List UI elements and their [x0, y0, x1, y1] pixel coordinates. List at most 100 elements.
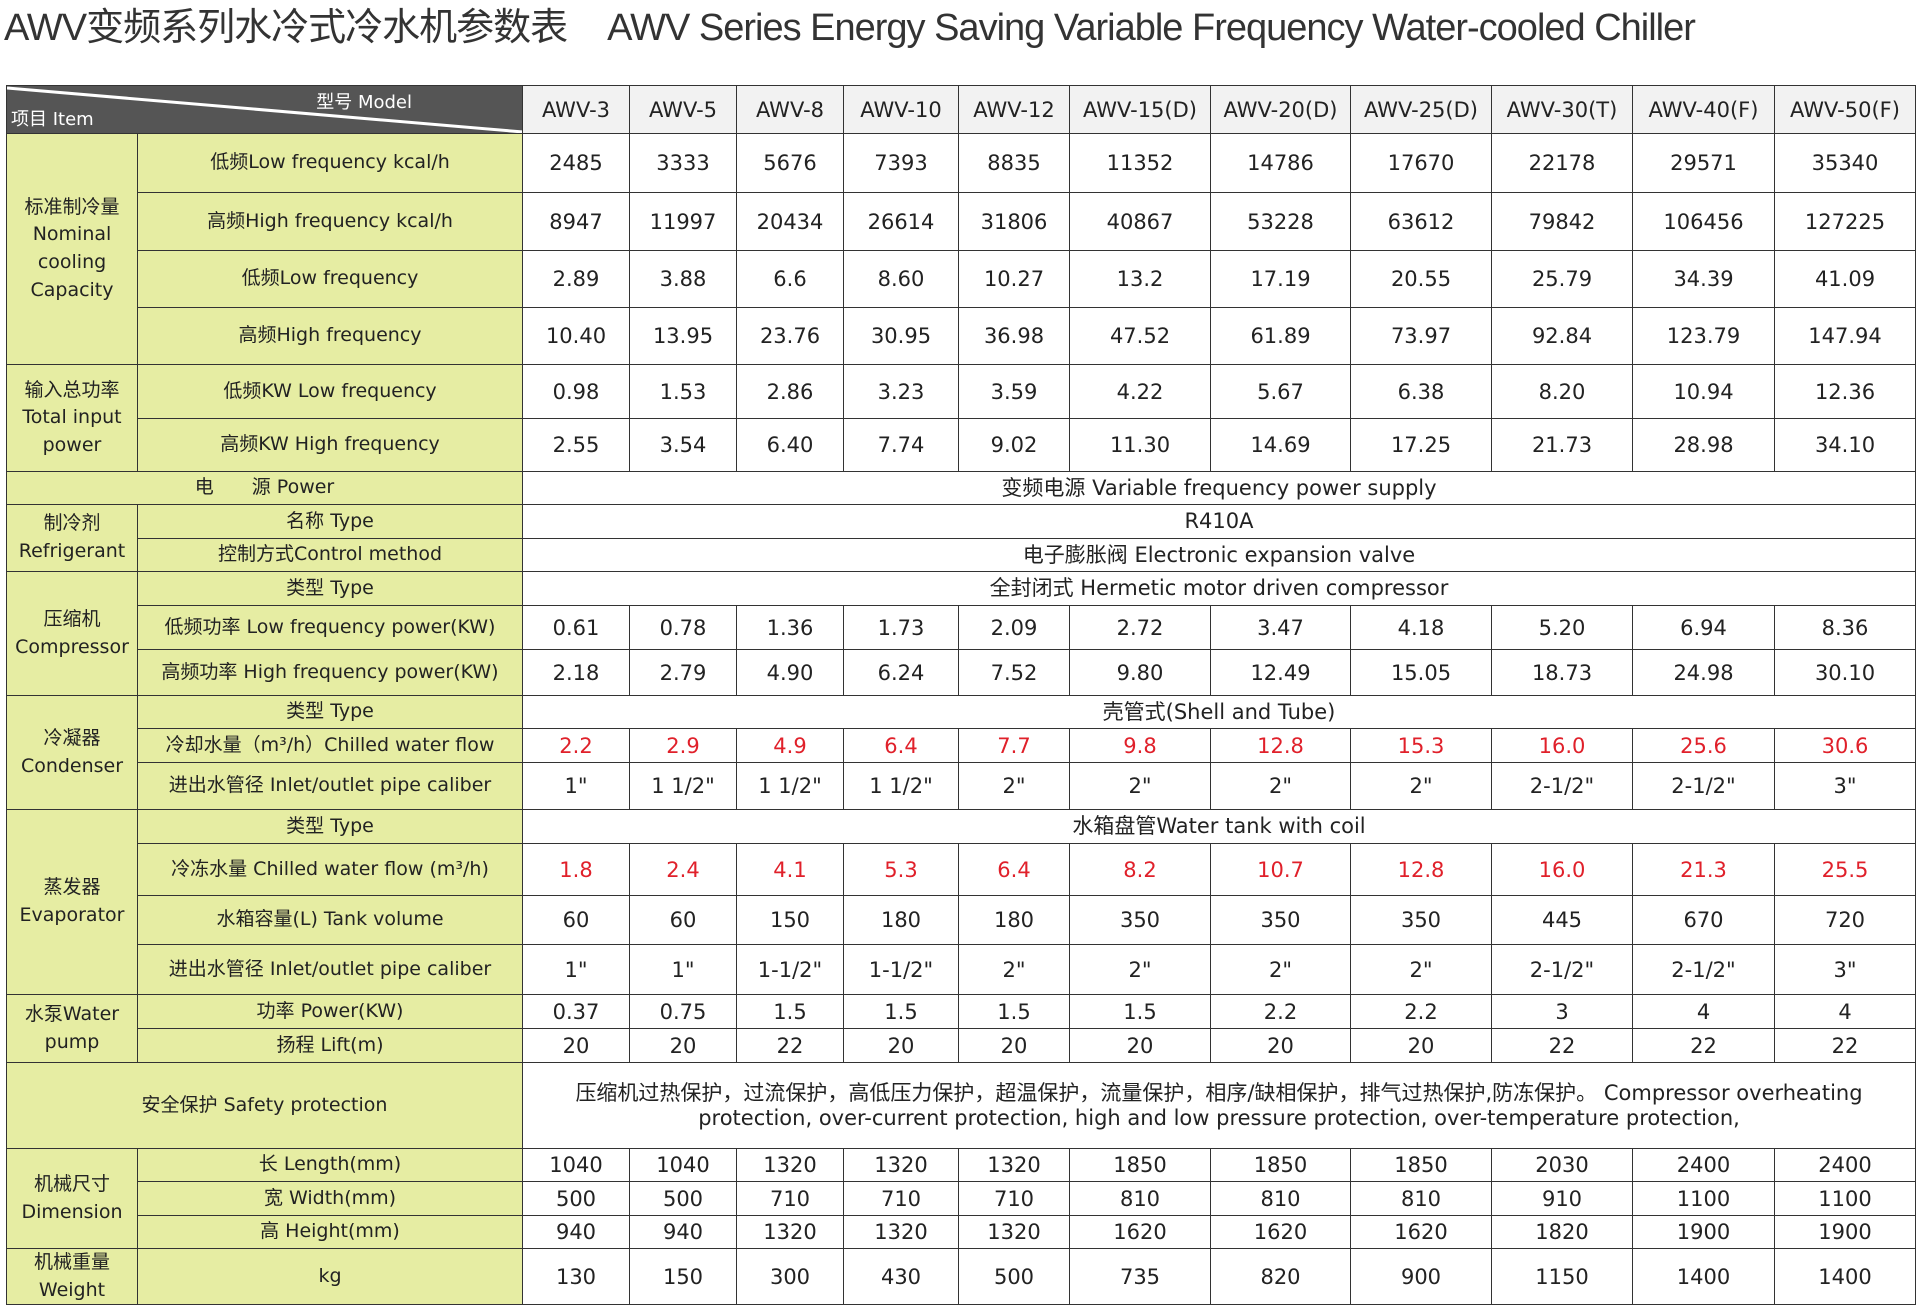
- cell-value: 17.25: [1350, 418, 1492, 472]
- cell-value: 14786: [1210, 133, 1351, 193]
- row-label: 低频KW Low frequency: [137, 364, 523, 419]
- cell-value: 61.89: [1210, 307, 1351, 365]
- table-row: 高 Height(mm) 940 940 1320 1320 1320 1620 1620 16…: [7, 1215, 1916, 1249]
- cell-value: 1620: [1210, 1215, 1351, 1249]
- table-row: 制冷剂 Refrigerant 名称 Type R410A: [6, 504, 1916, 572]
- cell-value: 820: [1210, 1247, 1351, 1305]
- header-row: 型号 Model 项目 Item AWV-3 AWV-5 AWV-8 AWV-10 AWV-…: [6, 85, 1916, 134]
- cell-value: 79842: [1491, 192, 1633, 251]
- cell-value: 1620: [1069, 1215, 1211, 1249]
- cell-value: 710: [843, 1181, 959, 1216]
- cell-value: 22: [1632, 1028, 1775, 1063]
- group-label: 制冷剂 Refrigerant: [6, 504, 138, 572]
- cell-value: 20: [1069, 1028, 1211, 1063]
- cell-value: 11.30: [1069, 418, 1211, 472]
- cell-value: 2.72: [1069, 605, 1211, 650]
- cell-value: 8947: [522, 192, 630, 251]
- cell-value: 2": [1069, 762, 1211, 810]
- row-label: 高 Height(mm): [137, 1215, 523, 1249]
- group-label: 安全保护 Safety protection: [6, 1062, 523, 1149]
- cell-value: 28.98: [1632, 418, 1775, 472]
- cell-value: 47.52: [1069, 307, 1211, 365]
- table-row: 冷却水量（m³/h）Chilled water flow 2.2 2.9 4.9 6.4…: [7, 728, 1916, 763]
- cell-value: 350: [1210, 895, 1351, 945]
- cell-value: 25.5: [1774, 843, 1916, 896]
- cell-value: 940: [629, 1215, 737, 1249]
- cell-value: 60: [629, 895, 737, 945]
- cell-value: 8.2: [1069, 843, 1211, 896]
- cell-value: 92.84: [1491, 307, 1633, 365]
- cell-value: 180: [843, 895, 959, 945]
- merged-value: 壳管式(Shell and Tube): [522, 695, 1916, 729]
- cell-value: 3.59: [958, 364, 1070, 419]
- cell-value: 180: [958, 895, 1070, 945]
- cell-value: 20: [843, 1028, 959, 1063]
- cell-value: 35340: [1774, 133, 1916, 193]
- table-row: 水箱容量(L) Tank volume 60 60 150 180 180 350 350 35…: [7, 895, 1916, 945]
- cell-value: 15.05: [1350, 649, 1492, 696]
- cell-value: 2.18: [522, 649, 630, 696]
- row-label: 低频功率 Low frequency power(KW): [137, 605, 523, 650]
- cell-value: 15.3: [1350, 728, 1492, 763]
- table-row: 高频功率 High frequency power(KW) 2.18 2.79 4.9…: [7, 649, 1916, 696]
- cell-value: 21.3: [1632, 843, 1775, 896]
- cell-value: 445: [1491, 895, 1633, 945]
- cell-value: 1040: [522, 1148, 630, 1182]
- cell-value: 1-1/2": [843, 944, 959, 995]
- cell-value: 810: [1210, 1181, 1351, 1216]
- cell-value: 20: [1210, 1028, 1351, 1063]
- table-row: 进出水管径 Inlet/outlet pipe caliber 1" 1 1/2" 1…: [7, 762, 1916, 810]
- cell-value: 8835: [958, 133, 1070, 193]
- cell-value: 4.90: [736, 649, 844, 696]
- row-label: 进出水管径 Inlet/outlet pipe caliber: [137, 944, 523, 995]
- cell-value: 73.97: [1350, 307, 1492, 365]
- cell-value: 23.76: [736, 307, 844, 365]
- cell-value: 11352: [1069, 133, 1211, 193]
- cell-value: 5.67: [1210, 364, 1351, 419]
- diagonal-divider: [7, 86, 522, 133]
- table-row: 输入总功率 Total input power 低频KW Low frequenc…: [6, 364, 1916, 472]
- model-header: AWV-12: [958, 85, 1070, 134]
- cell-value: 127225: [1774, 192, 1916, 251]
- cell-value: 63612: [1350, 192, 1492, 251]
- cell-value: 1320: [736, 1215, 844, 1249]
- cell-value: 53228: [1210, 192, 1351, 251]
- cell-value: 1820: [1491, 1215, 1633, 1249]
- cell-value: 2.4: [629, 843, 737, 896]
- cell-value: 350: [1069, 895, 1211, 945]
- cell-value: 1320: [843, 1148, 959, 1182]
- group-label: 水泵Water pump: [6, 994, 138, 1063]
- model-header: AWV-5: [629, 85, 737, 134]
- cell-value: 106456: [1632, 192, 1775, 251]
- cell-value: 7.7: [958, 728, 1070, 763]
- cell-value: 0.78: [629, 605, 737, 650]
- cell-value: 1.36: [736, 605, 844, 650]
- group-label: 机械尺寸 Dimension: [6, 1148, 138, 1249]
- cell-value: 8.20: [1491, 364, 1633, 419]
- row-label: 冷冻水量 Chilled water flow (m³/h): [137, 843, 523, 896]
- cell-value: 3": [1774, 762, 1916, 810]
- model-header: AWV-20(D): [1210, 85, 1351, 134]
- cell-value: 1320: [843, 1215, 959, 1249]
- cell-value: 30.10: [1774, 649, 1916, 696]
- cell-value: 8.60: [843, 250, 959, 308]
- cell-value: 1 1/2": [629, 762, 737, 810]
- cell-value: 500: [629, 1181, 737, 1216]
- table-row: 宽 Width(mm) 500 500 710 710 710 810 810 810 910 11…: [7, 1181, 1916, 1216]
- cell-value: 300: [736, 1247, 844, 1305]
- cell-value: 1900: [1774, 1215, 1916, 1249]
- model-header: AWV-3: [522, 85, 630, 134]
- cell-value: 147.94: [1774, 307, 1916, 365]
- cell-value: 710: [958, 1181, 1070, 1216]
- merged-value: 压缩机过热保护，过流保护，高低压力保护，超温保护，流量保护，相序/缺相保护，排气…: [522, 1062, 1916, 1149]
- cell-value: 6.24: [843, 649, 959, 696]
- merged-value: 水箱盘管Water tank with coil: [522, 809, 1916, 844]
- cell-value: 14.69: [1210, 418, 1351, 472]
- cell-value: 4.1: [736, 843, 844, 896]
- table-row: 电 源 Power 变频电源 Variable frequency power s…: [6, 471, 1916, 505]
- table-row: 低频Low frequency 2.89 3.88 6.6 8.60 10.27 13.2 1…: [7, 250, 1916, 308]
- cell-value: 1 1/2": [843, 762, 959, 810]
- cell-value: 4.9: [736, 728, 844, 763]
- row-label: 低频Low frequency kcal/h: [137, 133, 523, 193]
- table-row: 水泵Water pump 功率 Power(KW) 0.37 0.75 1.5 1.5 1.…: [6, 994, 1916, 1063]
